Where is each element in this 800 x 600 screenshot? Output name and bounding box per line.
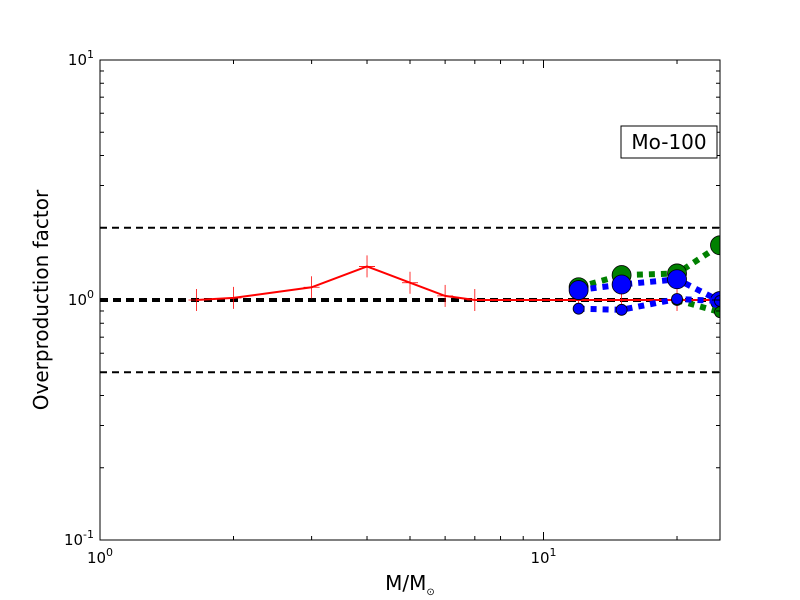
series-2-point-2 [667,269,687,290]
x-axis-label: M/M⊙ [385,571,435,598]
y-tick-label-2: 101 [68,48,94,69]
y-tick-label-1: 100 [68,288,94,309]
series-1-point-3 [710,235,720,256]
series-2-point-1 [611,274,632,295]
reference-lines [100,226,720,374]
series-4-point-3 [714,295,720,307]
series-4-line [578,295,720,313]
series-3-line [676,297,720,315]
series-4-point-2 [671,293,683,305]
series-4-point-0 [572,302,585,315]
annotation-label: Mo-100 [631,130,706,154]
x-tick-label-1: 101 [530,546,556,567]
series-0-point-1 [225,286,242,309]
annotation-box: Mo-100 [620,125,718,159]
plot-frame [99,59,721,541]
series-0-point-6 [466,289,483,311]
x-tick-label-0: 100 [87,546,113,567]
series-0-point-2 [303,276,320,299]
y-tick-label-0: 10-1 [64,528,94,549]
series-0-point-4 [402,271,418,294]
series-1-line [577,242,720,291]
series-3-point-1 [714,306,720,319]
series-layer [188,235,720,319]
series-0-point-3 [359,255,376,278]
series-2-line [578,276,720,304]
y-axis-label: Overproduction factor [29,189,53,410]
series-0-point-5 [437,284,454,307]
series-4 [572,293,720,316]
series-0-point-0 [188,289,205,311]
series-4-point-1 [615,303,628,316]
series-2-point-0 [568,280,589,300]
